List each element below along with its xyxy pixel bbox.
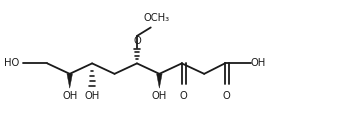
- Text: OH: OH: [251, 58, 266, 68]
- Polygon shape: [157, 74, 162, 88]
- Text: O: O: [179, 91, 187, 101]
- Text: OH: OH: [85, 91, 100, 102]
- Text: OCH₃: OCH₃: [144, 13, 170, 23]
- Text: OH: OH: [62, 91, 77, 102]
- Text: OH: OH: [152, 91, 167, 102]
- Text: HO: HO: [5, 58, 20, 68]
- Text: O: O: [133, 36, 141, 46]
- Text: O: O: [222, 91, 230, 101]
- Polygon shape: [67, 74, 72, 88]
